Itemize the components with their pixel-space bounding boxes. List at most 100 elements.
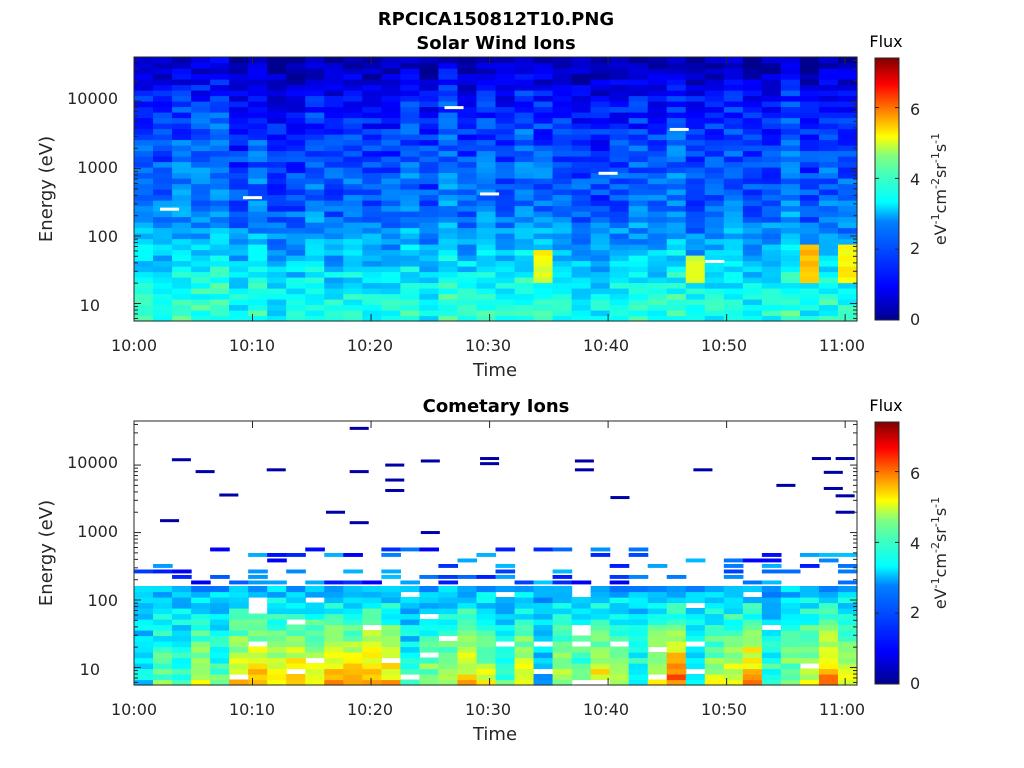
heatmap-cell [476, 222, 497, 229]
heatmap-cell [286, 293, 306, 300]
heatmap-cell [248, 90, 268, 97]
heatmap-cell [191, 183, 211, 190]
heatmap-cell [495, 602, 516, 609]
heatmap-cell [761, 161, 782, 168]
heatmap-cell [400, 183, 420, 190]
heatmap-cell [704, 293, 725, 300]
heatmap-cell [305, 255, 325, 262]
heatmap-cell [799, 183, 820, 190]
heatmap-cell [666, 244, 687, 251]
heatmap-cell [229, 266, 249, 273]
heatmap-cell [837, 79, 858, 86]
heatmap-cell [704, 183, 725, 190]
heatmap-cell [723, 266, 744, 273]
heatmap-cell [305, 674, 325, 681]
heatmap-cell [286, 227, 306, 234]
heatmap-cell [761, 580, 782, 585]
heatmap-cell [837, 145, 858, 152]
heatmap-cell [210, 315, 230, 322]
heatmap-cell [780, 194, 801, 201]
heatmap-cell [552, 282, 573, 289]
heatmap-cell [286, 161, 306, 168]
heatmap-cell [590, 304, 611, 311]
heatmap-cell [761, 112, 782, 119]
heatmap-cell [419, 128, 440, 135]
heatmap-cell [780, 90, 801, 97]
heatmap-cell [742, 117, 763, 124]
heatmap-cell [286, 101, 306, 108]
heatmap-cell [219, 493, 239, 497]
heatmap-cell [761, 101, 782, 108]
heatmap-cell [153, 161, 173, 168]
heatmap-cell [153, 310, 173, 317]
heatmap-cell [685, 134, 706, 141]
axis-ticks [133, 57, 857, 321]
heatmap-cell [495, 194, 516, 201]
heatmap-cell [590, 635, 611, 642]
heatmap-cell [761, 315, 782, 322]
heatmap-cell [191, 194, 211, 201]
heatmap-cell [210, 674, 230, 681]
heatmap-cell [210, 68, 230, 75]
heatmap-cell [248, 73, 268, 80]
heatmap-cell [837, 282, 858, 289]
heatmap-cell [742, 189, 763, 196]
heatmap-cell [533, 117, 554, 124]
heatmap-cell [172, 238, 192, 245]
heatmap-cell [476, 277, 497, 284]
heatmap-cell [134, 200, 154, 207]
heatmap-cell [324, 95, 344, 102]
heatmap-cell [381, 260, 401, 267]
heatmap-cell [476, 635, 497, 642]
heatmap-cell [385, 488, 405, 492]
heatmap-cell [552, 106, 573, 113]
heatmap-cell [533, 266, 554, 273]
heatmap-cell [628, 194, 649, 201]
heatmap-cell [305, 178, 325, 185]
heatmap-cell [533, 134, 554, 141]
heatmap-cell [552, 304, 573, 311]
heatmap-cell [400, 624, 420, 631]
heatmap-cell [457, 62, 478, 69]
heatmap-cell [666, 646, 687, 653]
heatmap-cell [799, 205, 820, 212]
heatmap-cell [134, 674, 154, 681]
heatmap-cell [609, 205, 630, 212]
heatmap-cell [419, 238, 440, 245]
heatmap-cell [628, 315, 649, 322]
heatmap-cell [438, 106, 459, 113]
heatmap-cell [514, 205, 535, 212]
colorbar-tick-label: 6 [910, 464, 920, 483]
heatmap-cell [362, 145, 382, 152]
heatmap-cell [609, 299, 630, 306]
heatmap-cell [574, 459, 594, 463]
empty-bin-mark [243, 196, 263, 200]
heatmap-cell [476, 183, 497, 190]
heatmap-cell [343, 271, 363, 278]
heatmap-cell [362, 205, 382, 212]
heatmap-cell [476, 227, 497, 234]
heatmap-cell [704, 194, 725, 201]
heatmap-cell [742, 597, 763, 604]
heatmap-cell [799, 211, 820, 218]
heatmap-cell [685, 657, 706, 664]
heatmap-cell [400, 211, 420, 218]
heatmap-cell [761, 674, 782, 681]
heatmap-cell [628, 90, 649, 97]
heatmap-cell [685, 652, 706, 659]
heatmap-cell [723, 310, 744, 317]
heatmap-cell [324, 293, 344, 300]
heatmap-cell [362, 641, 382, 648]
heatmap-cell [514, 315, 535, 322]
heatmap-cell [799, 117, 820, 124]
heatmap-cell [134, 68, 154, 75]
heatmap-cell [533, 178, 554, 185]
heatmap-cell [305, 293, 325, 300]
heatmap-cell [590, 652, 611, 659]
heatmap-cell [723, 260, 744, 267]
heatmap-cell [381, 62, 401, 69]
heatmap-cell [723, 84, 744, 91]
heatmap-cell [191, 79, 211, 86]
heatmap-cell [229, 112, 249, 119]
heatmap-cell [609, 586, 630, 593]
